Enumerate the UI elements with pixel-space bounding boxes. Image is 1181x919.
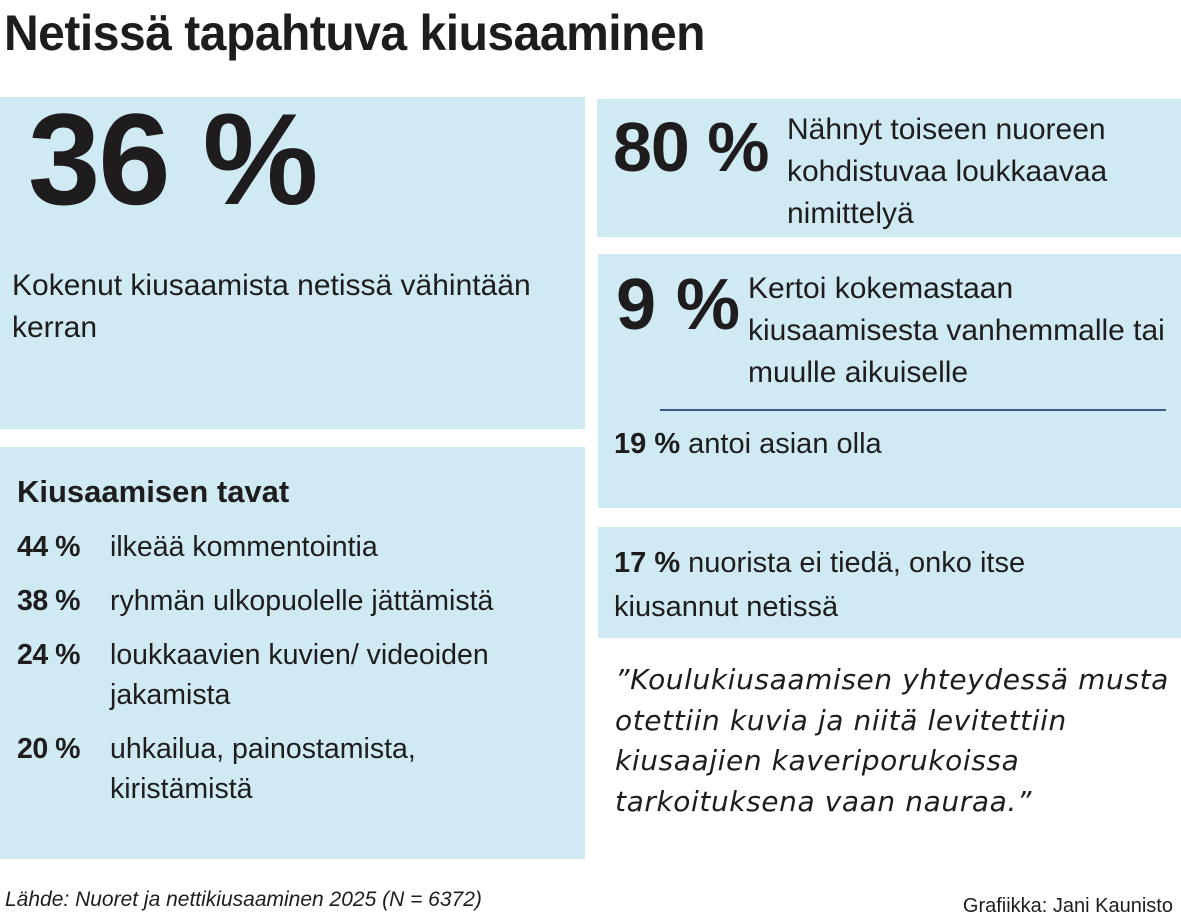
stat-card-experienced: 36 % Kokenut kiusaamista netissä vähintä… [0,86,585,429]
method-pct: 24 % [17,639,80,671]
graphics-credit: Grafiikka: Jani Kaunisto [962,895,1173,917]
stat-value: 36 % [28,86,318,232]
sub-stat-value: 19 % [614,428,681,460]
page-title: Netissä tapahtuva kiusaaminen [4,5,706,61]
method-label: ryhmän ulkopuolelle jättämistä [110,585,494,617]
methods-list: 44 % ilkeää kommentointia 38 % ryhmän ul… [17,527,577,823]
stat-label: Nähnyt toiseen nuoreen kohdistuvaa loukk… [787,113,1108,230]
method-label: ilkeää kommentointia [110,531,378,563]
stat-value: 80 % [613,108,770,186]
sub-stat-label: antoi asian olla [688,428,882,460]
stat-label: nuorista ei tiedä, onko itse kiusannut n… [614,547,1026,623]
list-item: 44 % ilkeää kommentointia [17,527,577,567]
quote: ”Koulukiusaamisen yhteydessä musta otett… [615,663,1169,818]
stat-text: 17 % nuorista ei tiedä, onko itse kiusan… [614,541,1154,629]
methods-heading: Kiusaamisen tavat [17,474,290,509]
stat-value: 17 % [614,547,681,579]
stat-value: 9 % [616,265,741,345]
stat-card-unsure: 17 % nuorista ei tiedä, onko itse kiusan… [598,527,1181,638]
method-label: uhkailua, painostamista, kiristämistä [110,733,416,805]
sub-stat: 19 % antoi asian olla [614,424,882,464]
divider [660,409,1166,411]
method-label: loukkaavien kuvien/ videoiden jakamista [110,639,489,711]
source-note: Lähde: Nuoret ja nettikiusaaminen 2025 (… [5,888,482,911]
list-item: 24 % loukkaavien kuvien/ videoiden jakam… [17,635,577,715]
method-pct: 20 % [17,733,80,765]
list-item: 20 % uhkailua, painostamista, kiristämis… [17,729,577,809]
stat-label: Kokenut kiusaamista netissä vähintään ke… [12,269,531,344]
methods-card: Kiusaamisen tavat 44 % ilkeää kommentoin… [0,447,585,859]
method-pct: 38 % [17,585,80,617]
stat-card-told-adult: 9 % Kertoi kokemastaan kiusaamisesta van… [598,254,1181,508]
list-item: 38 % ryhmän ulkopuolelle jättämistä [17,581,577,621]
stat-card-seen: 80 % Nähnyt toiseen nuoreen kohdistuvaa … [597,99,1181,237]
method-pct: 44 % [17,531,80,563]
stat-label: Kertoi kokemastaan kiusaamisesta vanhemm… [748,272,1165,389]
